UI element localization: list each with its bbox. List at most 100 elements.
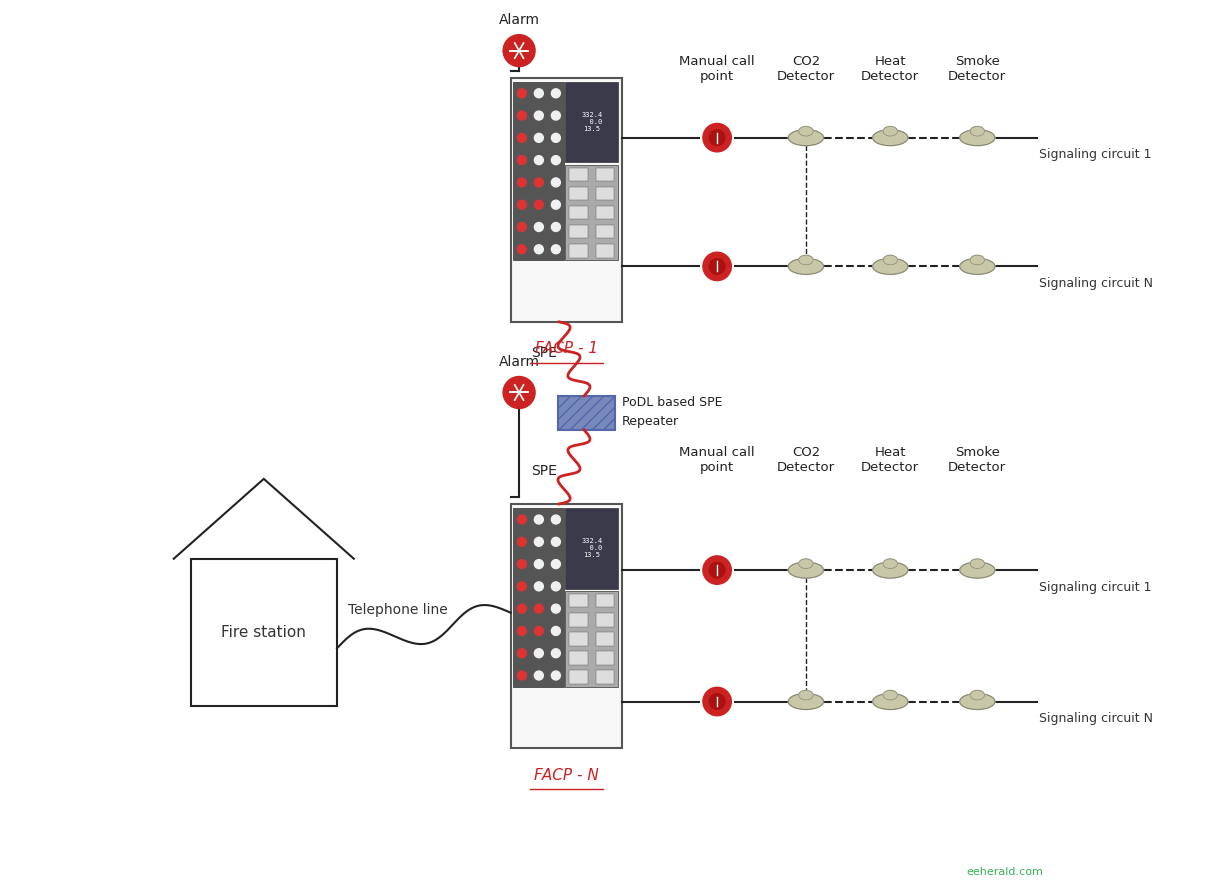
Text: 332.4
  0.0
13.5: 332.4 0.0 13.5 — [581, 538, 603, 559]
Circle shape — [551, 671, 561, 680]
FancyBboxPatch shape — [595, 168, 614, 181]
FancyBboxPatch shape — [569, 594, 588, 607]
Text: SPE: SPE — [531, 346, 557, 360]
Ellipse shape — [788, 562, 824, 578]
Circle shape — [534, 649, 544, 658]
Circle shape — [702, 252, 732, 281]
Circle shape — [551, 604, 561, 613]
Circle shape — [518, 178, 526, 186]
Ellipse shape — [970, 255, 984, 265]
Circle shape — [518, 649, 526, 658]
Circle shape — [710, 258, 724, 274]
Text: CO2
Detector: CO2 Detector — [777, 55, 835, 83]
Circle shape — [551, 178, 561, 186]
Circle shape — [551, 223, 561, 232]
Circle shape — [551, 582, 561, 591]
Circle shape — [710, 562, 724, 578]
Ellipse shape — [959, 694, 995, 710]
FancyBboxPatch shape — [595, 670, 614, 684]
Circle shape — [534, 515, 544, 524]
Text: Signaling circuit N: Signaling circuit N — [1039, 277, 1154, 290]
FancyBboxPatch shape — [513, 508, 565, 686]
Text: PoDL based SPE: PoDL based SPE — [622, 396, 722, 408]
Text: Fire station: Fire station — [221, 625, 306, 640]
Ellipse shape — [873, 694, 908, 710]
FancyBboxPatch shape — [595, 632, 614, 646]
Circle shape — [534, 604, 544, 613]
Ellipse shape — [883, 255, 898, 265]
Circle shape — [518, 559, 526, 568]
Text: Telephone line: Telephone line — [348, 603, 448, 617]
Ellipse shape — [798, 255, 813, 265]
Circle shape — [551, 245, 561, 254]
FancyBboxPatch shape — [595, 594, 614, 607]
Ellipse shape — [883, 126, 898, 136]
Text: Signaling circuit 1: Signaling circuit 1 — [1039, 148, 1153, 162]
Text: Manual call
point: Manual call point — [679, 55, 755, 83]
Circle shape — [534, 200, 544, 210]
Ellipse shape — [959, 130, 995, 146]
Text: Smoke
Detector: Smoke Detector — [948, 446, 1006, 474]
Text: Signaling circuit N: Signaling circuit N — [1039, 712, 1154, 725]
Ellipse shape — [788, 130, 824, 146]
FancyBboxPatch shape — [595, 206, 614, 219]
Ellipse shape — [970, 690, 984, 700]
Circle shape — [518, 626, 526, 636]
Ellipse shape — [873, 562, 908, 578]
Text: SPE: SPE — [531, 464, 557, 478]
Circle shape — [534, 582, 544, 591]
Circle shape — [518, 89, 526, 98]
Text: FACP - N: FACP - N — [534, 767, 599, 782]
Circle shape — [518, 133, 526, 142]
FancyBboxPatch shape — [595, 244, 614, 258]
Circle shape — [702, 687, 732, 716]
Circle shape — [551, 133, 561, 142]
Text: FACP - 1: FACP - 1 — [535, 342, 598, 356]
FancyBboxPatch shape — [557, 396, 615, 430]
FancyBboxPatch shape — [569, 206, 588, 219]
Circle shape — [702, 556, 732, 584]
Circle shape — [551, 649, 561, 658]
FancyBboxPatch shape — [595, 614, 614, 627]
FancyBboxPatch shape — [510, 504, 621, 748]
Text: 332.4
  0.0
13.5: 332.4 0.0 13.5 — [581, 112, 603, 132]
Circle shape — [551, 89, 561, 98]
Circle shape — [551, 200, 561, 210]
Circle shape — [702, 123, 732, 152]
Ellipse shape — [788, 694, 824, 710]
Ellipse shape — [883, 690, 898, 700]
Ellipse shape — [873, 130, 908, 146]
Circle shape — [518, 671, 526, 680]
Ellipse shape — [883, 559, 898, 568]
Ellipse shape — [959, 258, 995, 274]
Text: Heat
Detector: Heat Detector — [861, 446, 919, 474]
Text: Repeater: Repeater — [622, 416, 679, 428]
Text: Manual call
point: Manual call point — [679, 446, 755, 474]
Circle shape — [534, 559, 544, 568]
Ellipse shape — [798, 690, 813, 700]
FancyBboxPatch shape — [566, 165, 619, 260]
Text: Signaling circuit 1: Signaling circuit 1 — [1039, 581, 1153, 594]
FancyBboxPatch shape — [191, 559, 337, 706]
Ellipse shape — [970, 126, 984, 136]
Circle shape — [534, 671, 544, 680]
Circle shape — [534, 133, 544, 142]
Circle shape — [551, 111, 561, 120]
Circle shape — [534, 111, 544, 120]
Text: Smoke
Detector: Smoke Detector — [948, 55, 1006, 83]
Ellipse shape — [959, 562, 995, 578]
Ellipse shape — [970, 559, 984, 568]
Text: eeherald.com: eeherald.com — [966, 868, 1043, 877]
Ellipse shape — [788, 258, 824, 274]
FancyBboxPatch shape — [595, 187, 614, 201]
Circle shape — [503, 377, 535, 408]
Circle shape — [534, 245, 544, 254]
FancyBboxPatch shape — [569, 187, 588, 201]
Ellipse shape — [798, 126, 813, 136]
FancyBboxPatch shape — [566, 508, 619, 589]
Circle shape — [710, 130, 724, 146]
Circle shape — [551, 537, 561, 546]
Circle shape — [551, 559, 561, 568]
Circle shape — [518, 223, 526, 232]
Ellipse shape — [798, 559, 813, 568]
